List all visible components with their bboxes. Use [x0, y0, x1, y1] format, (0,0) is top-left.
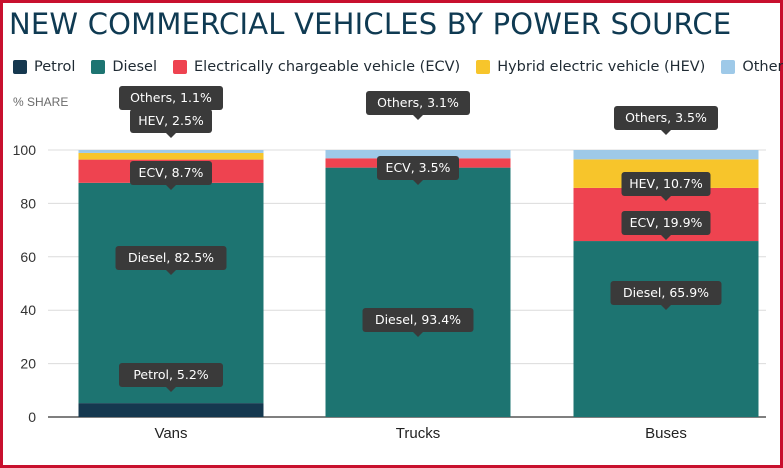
x-category-label: Vans — [154, 425, 187, 442]
legend-swatch-ecv — [173, 60, 188, 74]
tooltip-pointer — [166, 133, 176, 138]
legend-item-ecv[interactable]: Electrically chargeable vehicle (ECV) — [173, 59, 460, 75]
tooltip-box — [130, 109, 212, 133]
tooltip-box — [366, 91, 470, 115]
y-tick-label: 80 — [20, 195, 36, 211]
chart-title: NEW COMMERCIAL VEHICLES BY POWER SOURCE — [9, 7, 732, 41]
y-tick-label: 100 — [13, 142, 37, 158]
tooltips: Others, 1.1% HEV, 2.5% ECV, 8.7% Diesel, 82… — [115, 86, 722, 392]
legend-item-others[interactable]: Others — [721, 59, 783, 75]
legend-item-hev[interactable]: Hybrid electric vehicle (HEV) — [476, 59, 705, 75]
bar-segment[interactable] — [78, 403, 264, 417]
bar-segment[interactable] — [325, 150, 511, 159]
tooltip-label: Diesel, 93.4% — [375, 312, 461, 327]
tooltip: HEV, 2.5% — [130, 109, 212, 138]
x-axis-categories: Vans Trucks Buses — [154, 425, 686, 442]
tooltip-box — [362, 308, 474, 332]
tooltip: Others, 1.1% — [119, 86, 223, 115]
tooltip: HEV, 10.7% — [621, 172, 711, 201]
legend-label-petrol: Petrol — [34, 59, 76, 75]
tooltip-label: HEV, 2.5% — [138, 113, 204, 128]
tooltip-pointer — [413, 180, 423, 185]
legend-label-ecv: Electrically chargeable vehicle (ECV) — [194, 59, 461, 75]
tooltip-label: Diesel, 65.9% — [623, 285, 709, 300]
tooltip-label: HEV, 10.7% — [629, 176, 703, 191]
tooltip-box — [610, 281, 722, 305]
x-category-label: Trucks — [396, 425, 440, 442]
bar-segment[interactable] — [573, 241, 759, 417]
y-tick-label: 0 — [28, 409, 36, 425]
tooltip-box — [115, 246, 227, 270]
bar-segment[interactable] — [573, 150, 759, 160]
legend-label-others: Others — [742, 59, 783, 75]
tooltip-box — [621, 211, 711, 235]
tooltip: Diesel, 82.5% — [115, 246, 227, 275]
tooltip: Others, 3.1% — [366, 91, 470, 120]
bar-segment[interactable] — [78, 150, 264, 153]
tooltip-label: Others, 1.1% — [130, 90, 212, 105]
x-category-label: Buses — [645, 425, 687, 442]
tooltip-pointer — [413, 115, 423, 120]
legend-label-hev: Hybrid electric vehicle (HEV) — [497, 59, 706, 75]
tooltip-label: Others, 3.1% — [377, 95, 459, 110]
bar-segment[interactable] — [325, 167, 511, 417]
y-axis-ticks: 0 20 40 60 80 100 — [13, 142, 37, 425]
tooltip-box — [614, 106, 718, 130]
y-axis-label: % SHARE — [13, 95, 69, 109]
bar-segment[interactable] — [78, 152, 264, 160]
tooltip-box — [377, 156, 459, 180]
tooltip-box — [130, 161, 212, 185]
tooltip-pointer — [661, 235, 671, 240]
tooltip-pointer — [661, 305, 671, 310]
tooltip-pointer — [661, 130, 671, 135]
legend-item-diesel[interactable]: Diesel — [91, 59, 157, 75]
tooltip: Petrol, 5.2% — [119, 363, 223, 392]
tooltip: ECV, 19.9% — [621, 211, 711, 240]
tooltip-label: ECV, 8.7% — [139, 165, 204, 180]
tooltip-pointer — [661, 196, 671, 201]
tooltip: ECV, 8.7% — [130, 161, 212, 190]
tooltip-pointer — [166, 270, 176, 275]
legend-swatch-diesel — [91, 60, 106, 74]
tooltip-pointer — [166, 185, 176, 190]
tooltip-label: Diesel, 82.5% — [128, 250, 214, 265]
tooltip-label: ECV, 3.5% — [386, 160, 451, 175]
y-tick-label: 40 — [20, 302, 36, 318]
tooltip: Diesel, 93.4% — [362, 308, 474, 337]
y-tick-label: 60 — [20, 249, 36, 265]
tooltip-pointer — [166, 387, 176, 392]
tooltip: Diesel, 65.9% — [610, 281, 722, 310]
tooltip-box — [621, 172, 711, 196]
tooltip-label: Petrol, 5.2% — [133, 367, 208, 382]
legend-swatch-others — [721, 60, 736, 74]
legend-swatch-hev — [476, 60, 491, 74]
y-tick-label: 20 — [20, 356, 36, 372]
chart-legend: Petrol Diesel Electrically chargeable ve… — [13, 59, 783, 75]
tooltip-pointer — [413, 332, 423, 337]
tooltip-label: Others, 3.5% — [625, 110, 707, 125]
legend-label-diesel: Diesel — [112, 59, 158, 75]
legend-item-petrol[interactable]: Petrol — [13, 59, 75, 75]
tooltip: ECV, 3.5% — [377, 156, 459, 185]
tooltip-box — [119, 363, 223, 387]
tooltip-box — [119, 86, 223, 110]
legend-swatch-petrol — [13, 60, 27, 74]
tooltip-label: ECV, 19.9% — [630, 215, 703, 230]
tooltip: Others, 3.5% — [614, 106, 718, 135]
